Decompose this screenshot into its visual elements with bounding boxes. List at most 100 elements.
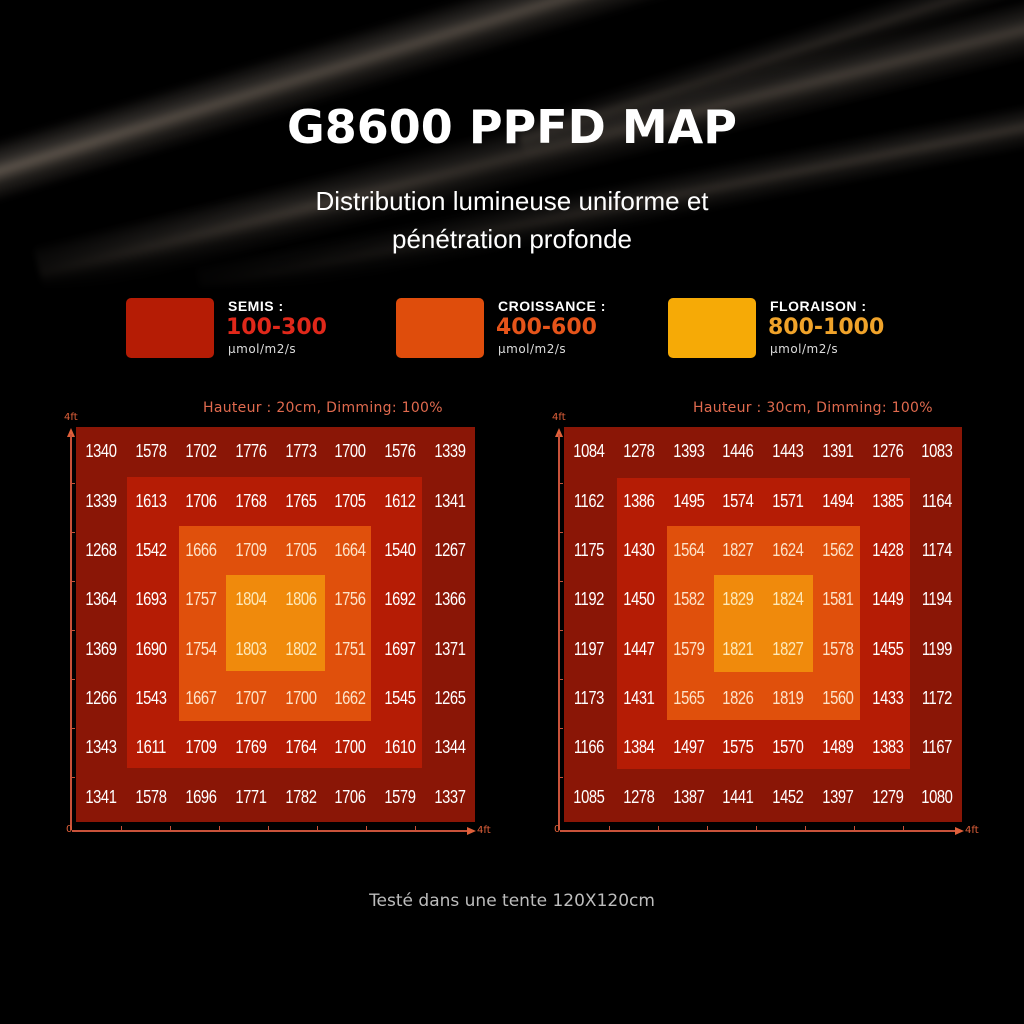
hero-background-image — [0, 0, 1024, 290]
heatmap-cell: 1773 — [284, 441, 317, 462]
page-subtitle: Distribution lumineuse uniforme et pénét… — [0, 182, 1024, 258]
heatmap-cell: 1344 — [434, 737, 466, 758]
heatmap-cell: 1174 — [922, 539, 953, 560]
heatmap-cell: 1278 — [623, 786, 655, 807]
legend-swatch — [126, 298, 214, 358]
legend-label: FLORAISON : — [770, 298, 867, 314]
heatmap-cell: 1756 — [334, 589, 367, 610]
legend-range: 800-1000 — [768, 315, 885, 340]
heatmap-cell: 1697 — [384, 638, 417, 659]
legend-swatch — [396, 298, 484, 358]
heatmap-cell: 1610 — [384, 737, 417, 758]
origin-label: 0 — [66, 824, 73, 835]
heatmap-cell: 1366 — [434, 589, 466, 610]
x-axis-label: 4ft — [965, 825, 979, 836]
heatmap-cell: 1613 — [135, 490, 167, 511]
heatmap-grid: 1340 1578 1702 1776 1773 1700 1576 1339 1339 1613… — [76, 427, 475, 822]
heatmap-cell: 1575 — [722, 737, 755, 758]
heatmap-cell: 1709 — [234, 539, 267, 560]
heatmap-cell: 1197 — [573, 638, 605, 659]
heatmap-cell: 1450 — [623, 589, 655, 610]
heatmap-cell: 1692 — [384, 589, 417, 610]
heatmap-cell: 1821 — [722, 638, 755, 659]
heatmap-cell: 1383 — [871, 737, 904, 758]
y-axis-tick — [558, 581, 563, 582]
heatmap-cell: 1279 — [871, 786, 904, 807]
heatmap-cell: 1662 — [334, 688, 367, 709]
heatmap-cell: 1266 — [85, 688, 117, 709]
heatmap-cell: 1385 — [871, 490, 904, 511]
heatmap-cell: 1393 — [672, 441, 705, 462]
heatmap-cell: 1084 — [573, 441, 605, 462]
x-axis-arrow-icon — [467, 827, 476, 835]
legend-unit: µmol/m2/s — [228, 342, 297, 356]
heatmap-cell: 1827 — [722, 539, 755, 560]
heatmap-cell: 1700 — [284, 688, 317, 709]
origin-label: 0 — [554, 824, 561, 835]
x-axis-tick — [121, 826, 122, 831]
heatmap-cell: 1391 — [822, 441, 854, 462]
heatmap-cell: 1765 — [284, 490, 317, 511]
heatmap-cell: 1387 — [672, 786, 705, 807]
y-axis-tick — [70, 532, 75, 533]
heatmap-cell: 1267 — [434, 539, 466, 560]
heatmap-cell: 1199 — [922, 638, 953, 659]
heatmap-cell: 1369 — [85, 638, 117, 659]
y-axis-tick — [558, 728, 563, 729]
heatmap-cell: 1702 — [185, 441, 217, 462]
heatmap-cell: 1664 — [334, 539, 367, 560]
heatmap-cell: 1696 — [185, 786, 217, 807]
heatmap-cell: 1340 — [85, 441, 117, 462]
x-axis-tick — [219, 826, 220, 831]
heatmap-cell: 1166 — [573, 737, 605, 758]
legend-label: SEMIS : — [228, 298, 284, 314]
heatmap-cell: 1705 — [284, 539, 317, 560]
x-axis-tick — [854, 826, 855, 831]
y-axis-tick — [70, 630, 75, 631]
heatmap-cell: 1578 — [135, 441, 167, 462]
heatmap-cell: 1612 — [384, 490, 417, 511]
y-axis-tick — [70, 728, 75, 729]
heatmap-cell: 1542 — [135, 539, 167, 560]
heatmap-cell: 1339 — [434, 441, 466, 462]
zone-center — [226, 575, 325, 671]
x-axis-tick — [707, 826, 708, 831]
heatmap-cell: 1806 — [284, 589, 317, 610]
heatmap-cell: 1431 — [623, 688, 655, 709]
y-axis — [558, 434, 560, 830]
x-axis-arrow-icon — [955, 827, 964, 835]
legend-swatch — [668, 298, 756, 358]
heatmap-cell: 1782 — [284, 786, 317, 807]
heatmap-cell: 1827 — [772, 638, 804, 659]
y-axis-tick — [558, 777, 563, 778]
heatmap-grid: 1084 1278 1393 1446 1443 1391 1276 1083 1162 1386… — [564, 427, 962, 822]
heatmap-cell: 1276 — [871, 441, 904, 462]
heatmap-cell: 1700 — [334, 441, 367, 462]
heatmap-cell: 1080 — [921, 786, 954, 807]
heatmap-cell: 1574 — [722, 490, 755, 511]
heatmap-cell: 1192 — [573, 589, 605, 610]
heatmap-cell: 1771 — [234, 786, 267, 807]
heatmap-cell: 1802 — [284, 638, 317, 659]
heatmap-cell: 1428 — [871, 539, 904, 560]
x-axis-label: 4ft — [477, 825, 491, 836]
heatmap-cell: 1560 — [822, 688, 854, 709]
heatmap-cell: 1579 — [672, 638, 705, 659]
heatmap-cell: 1819 — [772, 688, 804, 709]
x-axis — [72, 830, 468, 832]
heatmap-cell: 1449 — [871, 589, 904, 610]
heatmap-cell: 1386 — [623, 490, 655, 511]
x-axis — [560, 830, 956, 832]
heatmap-cell: 1581 — [822, 589, 854, 610]
heatmap-cell: 1268 — [85, 539, 117, 560]
heatmap-cell: 1494 — [822, 490, 854, 511]
x-axis-tick — [366, 826, 367, 831]
heatmap-cell: 1582 — [672, 589, 705, 610]
heatmap-cell: 1194 — [922, 589, 953, 610]
heatmap-cell: 1579 — [384, 786, 417, 807]
heatmap-cell: 1754 — [185, 638, 217, 659]
y-axis-tick — [70, 483, 75, 484]
heatmap-cell: 1339 — [85, 490, 117, 511]
heatmap-cell: 1706 — [334, 786, 367, 807]
heatmap-cell: 1452 — [772, 786, 804, 807]
